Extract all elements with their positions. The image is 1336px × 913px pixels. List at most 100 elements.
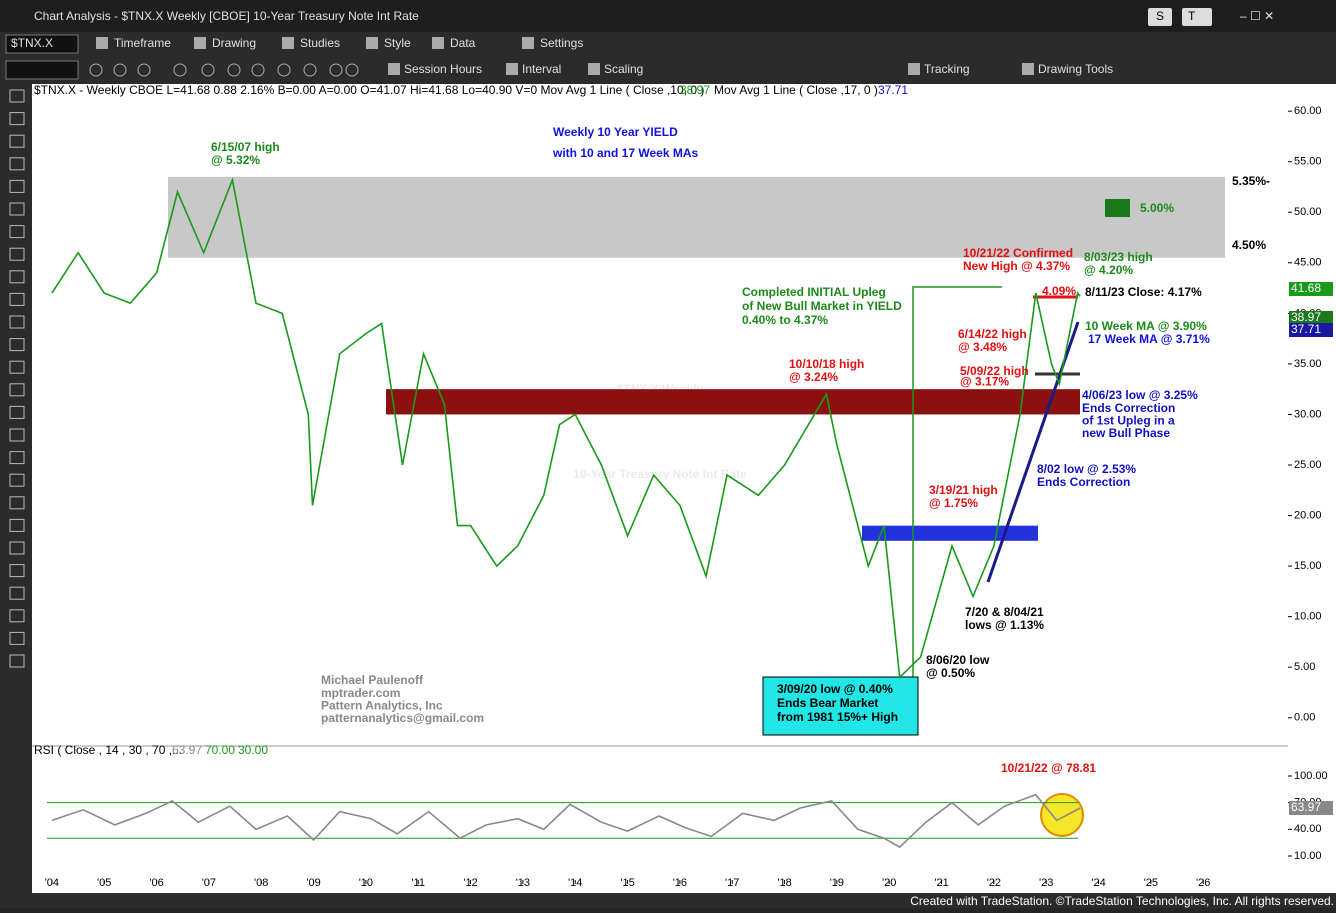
menu-icon[interactable]	[366, 37, 378, 49]
annotation: with 10 and 17 Week MAs	[552, 146, 698, 160]
tool-icon[interactable]	[9, 315, 25, 329]
toolbar-icon[interactable]	[173, 63, 187, 77]
watermark-sub: 10-Year Treasury Note Int Rate	[573, 467, 747, 481]
x-tick-label: '07	[202, 877, 216, 889]
toolbar-icon[interactable]	[227, 63, 241, 77]
toolbar-icon[interactable]	[277, 63, 291, 77]
menu-item[interactable]: Style	[384, 36, 411, 50]
y-tick-label: 10.00	[1294, 611, 1322, 623]
tool-icon[interactable]	[9, 473, 25, 487]
toolbar-icon[interactable]	[388, 63, 400, 75]
toolbar-icon[interactable]	[251, 63, 265, 77]
annotation: of New Bull Market in YIELD	[742, 299, 902, 313]
last-value: 38.97	[1291, 310, 1321, 324]
callout-box	[762, 676, 919, 736]
tool-icon[interactable]	[9, 270, 25, 284]
annotation: Ends Correction	[1037, 475, 1130, 489]
y-tick-label: 40.00	[1294, 823, 1322, 835]
tool-icon[interactable]	[9, 654, 25, 668]
tool-icon[interactable]	[9, 405, 25, 419]
menu-icon[interactable]	[194, 37, 206, 49]
annotation: 8/06/20 low	[926, 653, 990, 667]
toolbar-item[interactable]: Tracking	[924, 62, 970, 76]
btn-s[interactable]	[1148, 8, 1172, 26]
tool-icon[interactable]	[9, 451, 25, 465]
series-line	[51, 793, 1081, 849]
win-controls[interactable]: – ☐ ✕	[1240, 9, 1274, 23]
toolbar-icon[interactable]	[201, 63, 215, 77]
tool-icon[interactable]	[9, 564, 25, 578]
tool-icon[interactable]	[9, 496, 25, 510]
toolbar-icon[interactable]	[113, 63, 127, 77]
x-tick-label: '26	[1196, 877, 1210, 889]
x-tick-label: '15	[620, 877, 634, 889]
toolbar-item[interactable]: Session Hours	[404, 62, 482, 76]
toolbar-item[interactable]: Drawing Tools	[1038, 62, 1113, 76]
menu-item[interactable]: Data	[450, 36, 476, 50]
menu-icon[interactable]	[96, 37, 108, 49]
zone	[862, 525, 1038, 541]
last-value-box	[1289, 282, 1333, 296]
tool-icon[interactable]	[9, 112, 25, 126]
y-tick-label: 10.00	[1294, 850, 1322, 862]
menu-icon[interactable]	[522, 37, 534, 49]
tool-icon[interactable]	[9, 338, 25, 352]
tool-icon[interactable]	[9, 225, 25, 239]
annotation: of 1st Upleg in a	[1082, 413, 1175, 427]
annotation: Pattern Analytics, Inc	[321, 698, 443, 712]
btn-t[interactable]	[1182, 8, 1212, 26]
y-tick-label: 30.00	[1294, 408, 1322, 420]
tool-icon[interactable]	[9, 541, 25, 555]
menu-item[interactable]: Timeframe	[114, 36, 171, 50]
menu-icon[interactable]	[432, 37, 444, 49]
y-tick-label: 55.00	[1294, 156, 1322, 168]
x-tick-label: '10	[359, 877, 373, 889]
toolbar-icon[interactable]	[137, 63, 151, 77]
tool-icon[interactable]	[9, 202, 25, 216]
tool-icon[interactable]	[9, 631, 25, 645]
tool-icon[interactable]	[9, 157, 25, 171]
toolbar-icon[interactable]	[329, 63, 343, 77]
tool-icon[interactable]	[9, 247, 25, 261]
tool-icon[interactable]	[9, 609, 25, 623]
tool-icon[interactable]	[9, 383, 25, 397]
toolbar-icon[interactable]	[908, 63, 920, 75]
menu-item[interactable]: Drawing	[212, 36, 256, 50]
tools	[9, 89, 25, 668]
tool-icon[interactable]	[9, 292, 25, 306]
toolbar-icon[interactable]	[588, 63, 600, 75]
tool-icon[interactable]	[9, 89, 25, 103]
annotation: 8/02 low @ 2.53%	[1037, 462, 1136, 476]
tool-icon[interactable]	[9, 428, 25, 442]
menu-icon[interactable]	[282, 37, 294, 49]
toolbar-item[interactable]: Interval	[522, 62, 561, 76]
tool-icon[interactable]	[9, 586, 25, 600]
tool-icon[interactable]	[9, 179, 25, 193]
tool-icon[interactable]	[9, 360, 25, 374]
annotation: @ 3.24%	[789, 370, 838, 384]
annotation: @ 1.75%	[929, 496, 978, 510]
tool-icon[interactable]	[9, 134, 25, 148]
toolbar-icon[interactable]	[506, 63, 518, 75]
btn-t-label[interactable]: T	[1188, 9, 1196, 23]
toolbar-icon[interactable]	[345, 63, 359, 77]
y-tick-label: 35.00	[1294, 358, 1322, 370]
tool-icon[interactable]	[9, 518, 25, 532]
toolbar-icon[interactable]	[89, 63, 103, 77]
symbol-box[interactable]	[5, 34, 79, 54]
toolbar-item[interactable]: Scaling	[604, 62, 643, 76]
menu-item[interactable]: Studies	[300, 36, 340, 50]
symbol[interactable]: $TNX.X	[11, 36, 53, 50]
x-tick-label: '17	[725, 877, 739, 889]
btn-s-label[interactable]: S	[1156, 9, 1164, 23]
annotation: new Bull Phase	[1082, 426, 1170, 440]
x-tick-label: '08	[254, 877, 268, 889]
toolbar-icon[interactable]	[303, 63, 317, 77]
x-tick-label: '11	[411, 877, 425, 889]
tool-strip	[0, 84, 32, 893]
toolbar-icon[interactable]	[1022, 63, 1034, 75]
menu-item[interactable]: Settings	[540, 36, 583, 50]
annotation: 4.50%	[1232, 238, 1266, 252]
interval-box[interactable]	[5, 60, 79, 80]
annotation: @ 4.20%	[1084, 263, 1133, 277]
